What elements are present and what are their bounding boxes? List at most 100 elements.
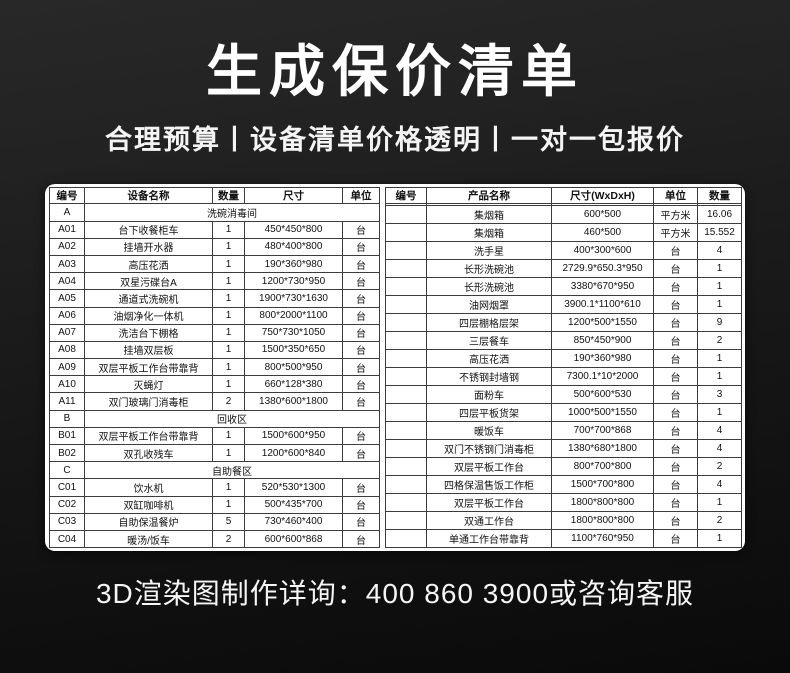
item-name: 三层餐车 — [426, 330, 552, 350]
item-name: 灭蝇灯 — [84, 375, 213, 394]
item-size: 400*300*600 — [551, 240, 654, 260]
page-subtitle: 合理预算丨设备清单价格透明丨一对一包报价 — [105, 125, 685, 156]
item-unit: 台 — [653, 420, 698, 440]
table-row: A01 台下收餐柜车 1 450*450*800 台 — [49, 220, 380, 239]
item-unit: 台 — [342, 478, 380, 497]
item-code: C02 — [49, 495, 85, 514]
item-code: C04 — [49, 529, 85, 549]
item-qty: 2 — [212, 392, 245, 411]
section-row: C 自助餐区 — [49, 461, 380, 480]
item-qty: 16.06 — [697, 204, 742, 224]
item-name: 面粉车 — [426, 384, 552, 404]
item-size: 1100*760*950 — [551, 529, 654, 549]
item-qty: 1 — [212, 237, 245, 256]
table-row: 双层平板工作台 800*700*800 台 2 — [385, 456, 742, 476]
section-code: B — [49, 409, 85, 428]
item-code — [385, 258, 427, 278]
item-code — [385, 204, 427, 224]
item-code — [385, 276, 427, 296]
item-name: 高压花洒 — [84, 254, 213, 274]
item-unit: 台 — [653, 330, 698, 350]
table-row: A08 挂墙双层板 1 1500*350*650 台 — [49, 340, 380, 360]
item-unit: 台 — [342, 529, 380, 549]
table-row: 高压花洒 190*360*980 台 1 — [385, 348, 742, 368]
item-qty: 1 — [697, 366, 742, 386]
item-unit: 台 — [653, 348, 698, 368]
table-row: 双层平板工作台 1800*800*800 台 1 — [385, 493, 742, 513]
item-name: 洗手星 — [426, 240, 552, 260]
item-size: 1800*800*800 — [551, 511, 654, 531]
table-row: A03 高压花洒 1 190*360*980 台 — [49, 254, 380, 274]
header-row: 编号 设备名称 数量 尺寸 单位 — [49, 187, 380, 205]
item-size: 1200*500*1550 — [551, 312, 654, 332]
item-size: 1500*700*800 — [551, 474, 654, 495]
item-name: 单通工作台带靠背 — [426, 529, 552, 549]
item-unit: 台 — [342, 392, 380, 411]
item-unit: 台 — [653, 511, 698, 531]
item-size: 800*700*800 — [551, 456, 654, 476]
item-unit: 台 — [653, 384, 698, 404]
item-code — [385, 493, 427, 513]
item-name: 四层棚格层架 — [426, 312, 552, 332]
item-name: 挂墙双层板 — [84, 340, 213, 360]
item-qty: 15.552 — [697, 222, 742, 242]
item-size: 7300.1*10*2000 — [551, 366, 654, 386]
item-qty: 1 — [212, 444, 245, 463]
table-row: A05 通道式洗碗机 1 1900*730*1630 台 — [49, 289, 380, 308]
item-code — [385, 402, 427, 422]
item-qty: 1 — [212, 272, 245, 291]
item-unit: 台 — [342, 358, 380, 377]
item-unit: 台 — [342, 272, 380, 291]
table-row: A09 双层平板工作台带靠背 1 800*500*950 台 — [49, 358, 380, 377]
item-size: 850*450*900 — [551, 330, 654, 350]
item-unit: 台 — [653, 474, 698, 495]
item-qty: 2 — [697, 511, 742, 531]
table-row: C04 暖汤/饭车 2 600*600*868 台 — [49, 529, 380, 549]
column-header: 尺寸(WxDxH) — [551, 187, 654, 205]
table-row: 暖饭车 700*700*868 台 4 — [385, 420, 742, 440]
item-size: 190*360*980 — [551, 348, 654, 368]
item-qty: 1 — [212, 358, 245, 377]
item-name: 四层平板货架 — [426, 402, 552, 422]
item-code — [385, 438, 427, 458]
item-unit: 台 — [342, 323, 380, 342]
item-code — [385, 312, 427, 332]
table-row: A11 双门玻璃门消毒柜 2 1380*600*1800 台 — [49, 392, 380, 411]
item-code — [385, 222, 427, 242]
table-row: A07 洗洁台下棚格 1 750*730*1050 台 — [49, 323, 380, 342]
item-unit: 台 — [653, 258, 698, 278]
item-size: 730*460*400 — [244, 512, 343, 531]
item-name: 自助保温餐炉 — [84, 512, 213, 531]
table-row: 四层平板货架 1000*500*1550 台 1 — [385, 402, 742, 422]
item-code — [385, 330, 427, 350]
item-size: 1380*680*1800 — [551, 438, 654, 458]
item-size: 500*600*530 — [551, 384, 654, 404]
item-code — [385, 348, 427, 368]
item-name: 双门不锈钢门消毒柜 — [426, 438, 552, 458]
item-code — [385, 529, 427, 549]
item-qty: 9 — [697, 312, 742, 332]
item-size: 600*600*868 — [244, 529, 343, 549]
item-qty: 1 — [697, 348, 742, 368]
footer-hotline: 3D渲染图制作详询：400 860 3900或咨询客服 — [95, 578, 695, 610]
item-code: B01 — [49, 426, 85, 446]
item-unit: 平方米 — [653, 222, 698, 242]
item-unit: 台 — [653, 402, 698, 422]
column-header: 设备名称 — [84, 187, 213, 205]
item-qty: 1 — [697, 493, 742, 513]
item-qty: 1 — [212, 323, 245, 342]
item-qty: 1 — [212, 478, 245, 497]
item-qty: 2 — [212, 529, 245, 549]
item-code: A03 — [49, 254, 85, 274]
item-code — [385, 420, 427, 440]
item-size: 190*360*980 — [244, 254, 343, 274]
table-row — [385, 203, 742, 206]
item-name: 双层平板工作台 — [426, 493, 552, 513]
table-row: 单通工作台带靠背 1100*760*950 台 1 — [385, 529, 742, 549]
item-qty: 1 — [697, 258, 742, 278]
item-unit: 台 — [342, 289, 380, 308]
price-list-panel: 编号 设备名称 数量 尺寸 单位 A 洗碗消毒间 A01 台下收餐柜车 1 450*450*800 台… — [45, 184, 745, 552]
item-unit: 台 — [342, 340, 380, 360]
item-unit: 台 — [342, 375, 380, 394]
item-unit: 台 — [653, 240, 698, 260]
